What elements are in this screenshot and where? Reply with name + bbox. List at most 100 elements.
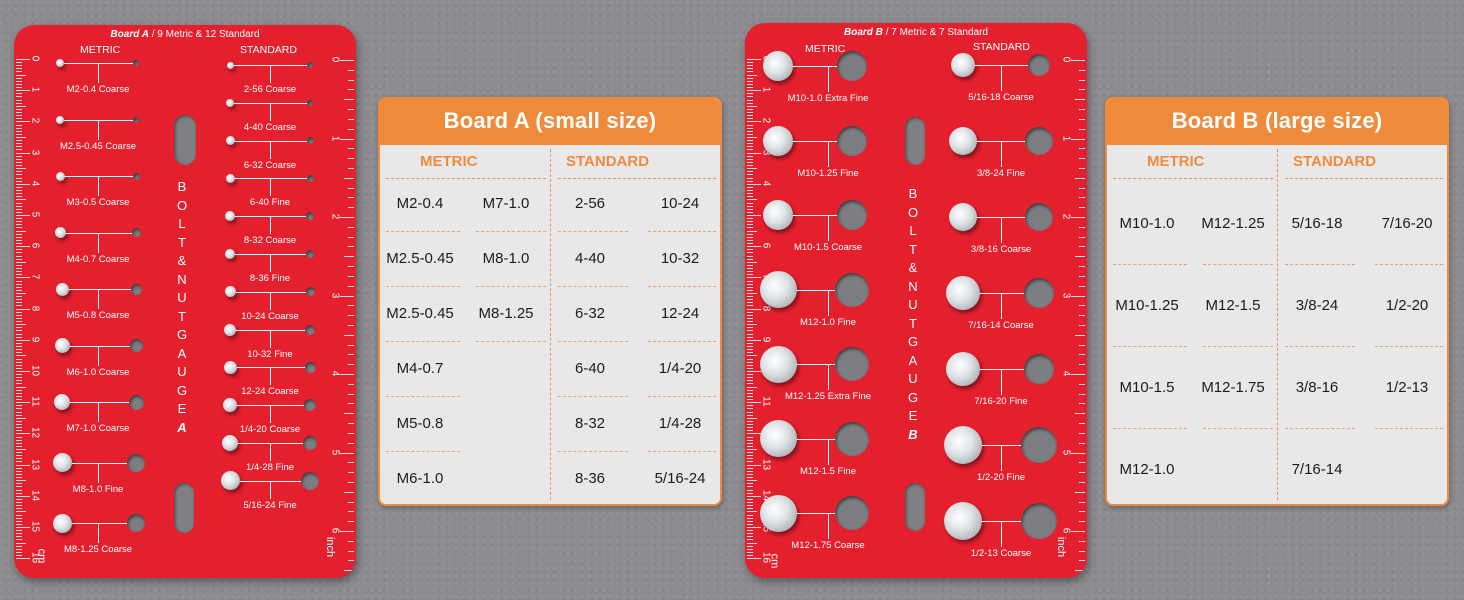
card-b-metric-heading: METRIC (1147, 153, 1205, 170)
leader-line (828, 438, 829, 465)
gauge-label: M8-1.0 Fine (72, 483, 124, 495)
ruler-number: 7 (29, 274, 41, 280)
leader-line (69, 345, 130, 347)
table-cell: M5-0.8 (396, 415, 444, 432)
vertical-letter: T (178, 234, 186, 250)
ruler-tick (16, 277, 30, 279)
threaded-bolt-icon (949, 203, 977, 231)
ruler-tick (747, 533, 753, 535)
threaded-bolt-icon (759, 345, 797, 383)
threaded-bolt-icon (763, 125, 793, 156)
ruler-tick (348, 344, 354, 346)
ruler-tick (1079, 207, 1085, 209)
ruler-tick (16, 211, 22, 213)
ruler-tick (16, 452, 22, 454)
ruler-tick (747, 352, 753, 354)
threaded-bolt-icon (759, 494, 797, 532)
ruler-tick (1079, 462, 1085, 464)
row-divider (648, 451, 716, 452)
row-divider (648, 231, 716, 232)
ruler-tick (747, 342, 753, 344)
threaded-bolt-icon (223, 360, 237, 374)
ruler-tick (348, 285, 354, 287)
ruler-tick (16, 264, 22, 266)
leader-line (98, 523, 99, 543)
ruler-number: 1 (329, 135, 341, 141)
ruler-tick (747, 183, 761, 185)
leader-line (98, 345, 99, 366)
nut-test-hole (304, 361, 316, 373)
ruler-tick (747, 367, 753, 369)
hanging-slot-top (174, 115, 196, 165)
threaded-bolt-icon (763, 200, 793, 230)
vertical-letter: G (907, 389, 919, 405)
ruler-tick (16, 105, 26, 107)
nut-test-hole (307, 99, 313, 106)
ruler-tick (348, 128, 354, 130)
ruler-tick (16, 96, 22, 98)
ruler-tick (1079, 266, 1085, 268)
ruler-tick (747, 271, 753, 273)
ruler-tick (344, 177, 354, 179)
ruler-tick (747, 420, 753, 422)
ruler-number: 1 (29, 86, 41, 93)
ruler-tick (747, 233, 753, 235)
ruler-tick (16, 495, 30, 497)
table-cell: M12-1.0 (1119, 461, 1175, 478)
row-divider (1203, 264, 1273, 265)
gauge-label: 5/16-24 Fine (243, 499, 297, 511)
nut-test-hole (304, 399, 316, 412)
ruler-tick (16, 342, 22, 344)
ruler-tick (747, 168, 757, 170)
nut-test-hole (305, 287, 315, 297)
table-cell: 7/16-20 (1381, 215, 1433, 232)
table-cell: 2-56 (574, 195, 606, 212)
leader-line (98, 176, 99, 196)
ruler-tick (747, 246, 761, 248)
vertical-letter: L (178, 216, 186, 231)
nut-test-hole (130, 283, 142, 295)
ruler-tick (16, 483, 22, 485)
ruler-tick (16, 137, 26, 138)
ruler-tick (747, 417, 757, 419)
ruler-tick (16, 155, 22, 157)
ruler-tick (747, 155, 753, 157)
board-b-gauge: Board B / 7 Metric & 7 Standard METRIC S… (745, 23, 1087, 578)
ruler-tick (16, 364, 22, 366)
ruler-number: 14 (29, 489, 41, 501)
ruler-tick (747, 386, 757, 388)
ruler-tick (1075, 570, 1085, 572)
ruler-tick (16, 498, 22, 500)
ruler-tick (747, 199, 757, 201)
ruler-tick (747, 436, 753, 438)
gauge-label: 3/8-16 Coarse (970, 244, 1032, 255)
ruler-tick (1071, 60, 1085, 61)
gauge-label: 7/16-20 Fine (974, 396, 1028, 407)
nut-test-hole (1025, 127, 1053, 155)
threaded-bolt-icon (56, 115, 64, 124)
board-a-standard-heading: STANDARD (240, 44, 297, 56)
ruler-tick (16, 87, 22, 89)
ruler-tick (747, 327, 753, 329)
ruler-tick (1079, 158, 1085, 160)
ruler-tick (16, 377, 22, 379)
ruler-number: 3 (329, 292, 341, 298)
table-cell: 6-32 (574, 305, 606, 322)
row-divider (1203, 428, 1273, 429)
table-cell: M2.5-0.45 (386, 305, 454, 322)
ruler-tick (348, 393, 354, 395)
hanging-slot-top (905, 117, 925, 165)
ruler-tick (747, 508, 753, 510)
leader-line (270, 443, 271, 461)
ruler-number: 1 (1060, 135, 1072, 141)
ruler-tick (1079, 197, 1085, 199)
ruler-tick (348, 148, 354, 150)
vertical-letter: A (908, 352, 918, 368)
ruler-number: 6 (329, 527, 341, 534)
ruler-number: 12 (29, 427, 41, 439)
ruler-number: 1 (760, 86, 772, 93)
ruler-tick (16, 317, 22, 319)
ruler-tick (16, 336, 22, 338)
ruler-tick (747, 83, 753, 85)
ruler-tick (348, 167, 354, 169)
